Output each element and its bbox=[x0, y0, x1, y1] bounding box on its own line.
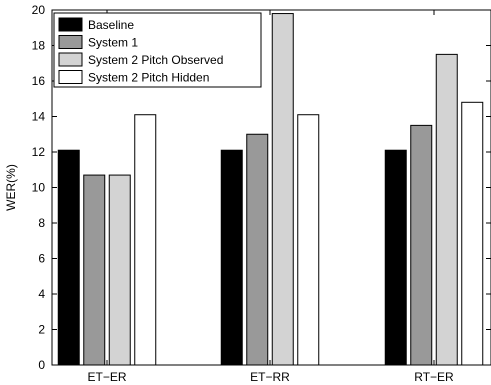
y-tick-label: 14 bbox=[32, 110, 46, 124]
x-axis-ticks: ET−ER ET−RR RT−ER bbox=[87, 10, 454, 384]
y-tick-label: 20 bbox=[32, 3, 46, 17]
legend-label-3: System 2 Pitch Observed bbox=[88, 53, 223, 67]
legend-swatch-4 bbox=[58, 70, 83, 84]
legend-swatch-1 bbox=[58, 17, 83, 32]
x-tick-label: RT−ER bbox=[414, 370, 454, 384]
bar-3-2 bbox=[271, 13, 294, 366]
x-tick-label: ET−ER bbox=[87, 370, 126, 384]
legend-label-2: System 1 bbox=[88, 36, 138, 50]
bar-2-3 bbox=[410, 124, 433, 366]
legend-label-4: System 2 Pitch Hidden bbox=[88, 71, 209, 85]
bar-1-2 bbox=[220, 149, 243, 366]
bar-3-1 bbox=[108, 174, 131, 366]
y-tick-label: 18 bbox=[32, 39, 46, 53]
y-tick-label: 12 bbox=[32, 145, 46, 159]
bar-4-2 bbox=[297, 114, 320, 366]
y-tick-label: 10 bbox=[32, 181, 46, 195]
y-tick-label: 8 bbox=[38, 216, 45, 230]
y-tick-label: 4 bbox=[38, 287, 45, 301]
y-axis-title: WER(%) bbox=[4, 164, 18, 211]
bar-1-1 bbox=[57, 149, 80, 366]
bar-2-2 bbox=[246, 133, 269, 366]
bar-4-3 bbox=[461, 101, 484, 366]
legend-label-1: Baseline bbox=[88, 18, 134, 32]
legend: Baseline System 1 System 2 Pitch Observed S… bbox=[53, 12, 262, 88]
y-tick-label: 2 bbox=[38, 323, 45, 337]
x-tick-label: ET−RR bbox=[250, 370, 290, 384]
legend-box bbox=[53, 12, 262, 88]
legend-swatch-2 bbox=[58, 35, 83, 49]
bar-1-3 bbox=[384, 149, 407, 366]
y-tick-label: 6 bbox=[38, 252, 45, 266]
y-tick-label: 16 bbox=[32, 74, 46, 88]
bar-2-1 bbox=[83, 174, 106, 366]
bars-layer bbox=[57, 13, 484, 366]
bar-3-3 bbox=[435, 53, 458, 366]
y-tick-label: 0 bbox=[38, 358, 45, 372]
legend-swatch-3 bbox=[58, 52, 83, 67]
bar-4-1 bbox=[134, 114, 157, 366]
